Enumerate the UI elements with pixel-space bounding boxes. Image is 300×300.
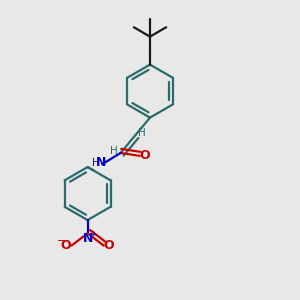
Text: O: O xyxy=(61,239,71,252)
Text: O: O xyxy=(140,149,150,162)
Text: +: + xyxy=(89,230,96,239)
Text: N: N xyxy=(96,156,106,169)
Text: −: − xyxy=(57,236,67,246)
Text: N: N xyxy=(82,232,93,245)
Text: H: H xyxy=(138,128,146,138)
Text: H: H xyxy=(110,146,118,156)
Text: O: O xyxy=(104,239,114,252)
Text: H: H xyxy=(92,158,100,168)
